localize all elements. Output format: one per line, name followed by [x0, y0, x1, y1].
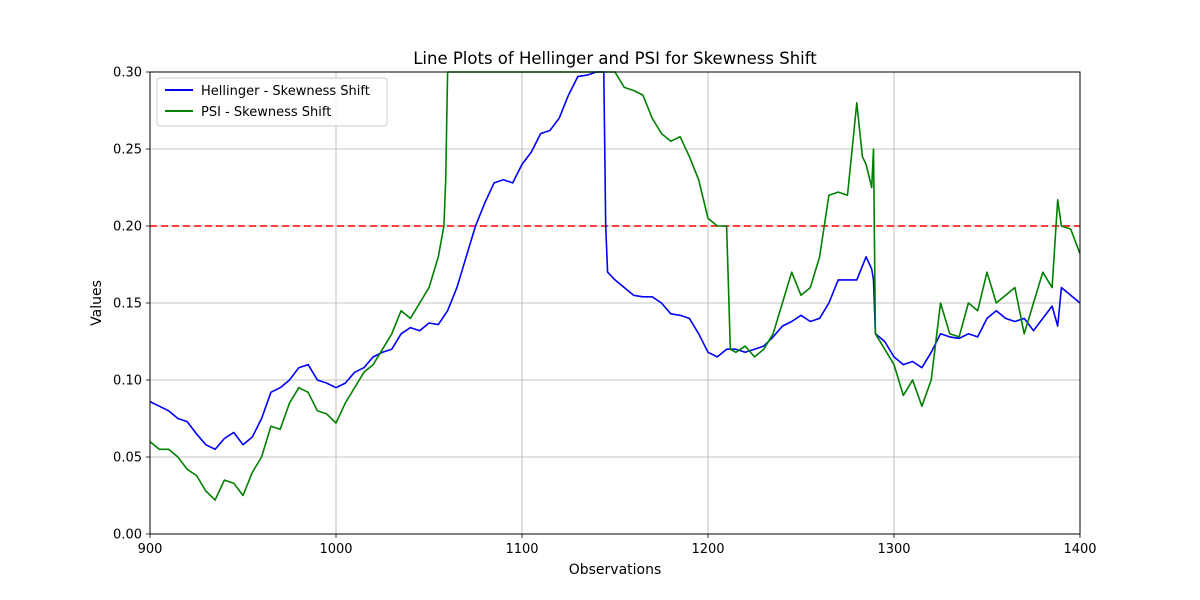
x-tick-label: 1200 — [691, 542, 724, 557]
y-tick-label: 0.15 — [113, 297, 142, 312]
y-tick-label: 0.00 — [113, 528, 142, 543]
series-layer — [149, 71, 1081, 501]
x-tick-label: 1000 — [319, 542, 352, 557]
y-tick-label: 0.30 — [113, 66, 142, 81]
legend-box — [156, 77, 388, 127]
axis-ticks: 900 1000 1100 1200 1300 1400 0.00 0.05 0.10 0.15 0… — [113, 66, 1097, 558]
hellinger-series-line — [149, 71, 1081, 451]
y-tick-label: 0.05 — [113, 451, 142, 466]
x-tick-label: 1400 — [1063, 542, 1096, 557]
x-tick-label: 1100 — [505, 542, 538, 557]
y-tick-label: 0.10 — [113, 374, 142, 389]
y-axis-title: Values — [89, 280, 105, 326]
x-tick-label: 900 — [138, 542, 163, 557]
y-tick-label: 0.20 — [113, 220, 142, 235]
legend: Hellinger - Skewness Shift PSI - Skewnes… — [156, 77, 388, 127]
y-tick-label: 0.25 — [113, 143, 142, 158]
psi-series-line — [149, 71, 1081, 501]
chart-title: Line Plots of Hellinger and PSI for Skew… — [413, 49, 817, 68]
x-tick-label: 1300 — [877, 542, 910, 557]
legend-label-psi: PSI - Skewness Shift — [201, 105, 331, 120]
x-axis-title: Observations — [569, 562, 662, 578]
legend-label-hellinger: Hellinger - Skewness Shift — [201, 84, 370, 99]
